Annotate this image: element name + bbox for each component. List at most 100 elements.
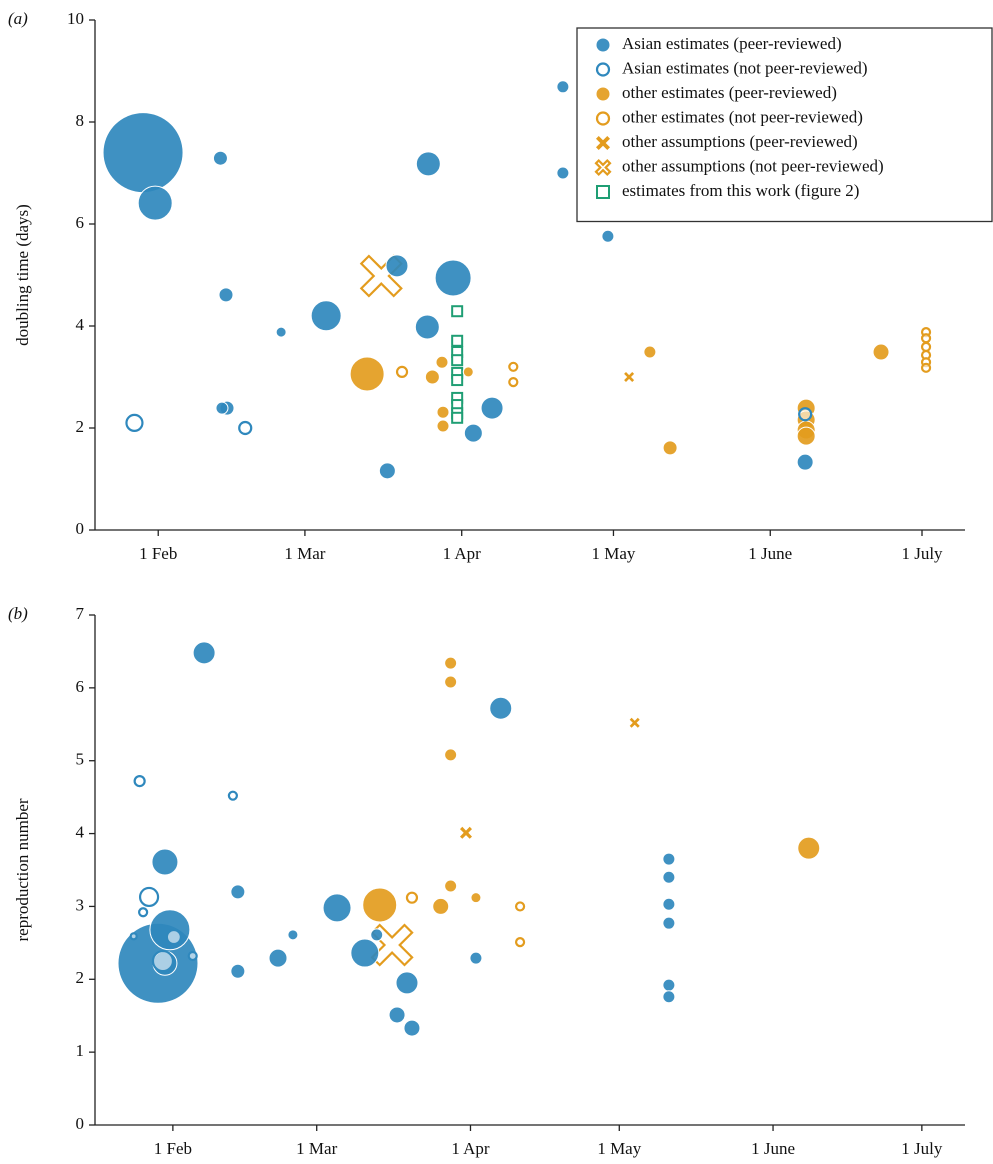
y-tick-label: 4 <box>76 315 85 334</box>
x-tick-label: 1 Apr <box>451 1139 490 1158</box>
data-point <box>414 314 440 340</box>
legend-marker <box>595 37 611 53</box>
x-tick-label: 1 May <box>591 544 635 563</box>
data-point <box>463 423 483 443</box>
x-tick-label: 1 Feb <box>139 544 177 563</box>
legend-label: other assumptions (peer-reviewed) <box>622 132 858 151</box>
data-point <box>556 166 570 180</box>
data-point <box>451 305 464 318</box>
data-point <box>451 354 464 367</box>
data-point <box>556 80 570 94</box>
data-point <box>514 901 526 912</box>
data-point <box>436 405 450 419</box>
legend-label: other assumptions (not peer-reviewed) <box>622 156 884 175</box>
data-point <box>129 932 138 941</box>
data-point <box>138 907 149 918</box>
y-axis-label: doubling time (days) <box>13 204 32 346</box>
data-point <box>920 362 932 373</box>
legend-box <box>576 27 993 223</box>
data-point <box>388 1006 406 1024</box>
data-point <box>451 374 464 387</box>
data-point <box>797 836 821 860</box>
data-point <box>405 891 419 904</box>
data-point <box>359 254 403 298</box>
y-tick-label: 2 <box>76 968 85 987</box>
data-point <box>489 696 513 720</box>
data-point <box>310 300 342 332</box>
data-point <box>444 675 458 689</box>
legend-marker <box>595 86 611 102</box>
data-point <box>137 185 173 221</box>
y-tick-label: 0 <box>76 519 85 538</box>
data-point <box>462 366 474 378</box>
data-point <box>151 848 179 876</box>
legend-label: other estimates (peer-reviewed) <box>622 83 837 102</box>
data-point <box>470 892 482 904</box>
data-point <box>238 420 253 436</box>
y-tick-label: 6 <box>76 213 85 232</box>
y-tick-label: 2 <box>76 417 85 436</box>
data-point <box>444 656 458 670</box>
y-axis-label: reproduction number <box>13 798 32 941</box>
data-point <box>662 440 678 456</box>
y-tick-label: 0 <box>76 1114 85 1133</box>
y-tick-label: 7 <box>76 604 85 623</box>
data-point <box>629 717 640 728</box>
data-point <box>662 978 676 992</box>
x-tick-label: 1 Feb <box>154 1139 192 1158</box>
y-tick-label: 3 <box>76 895 85 914</box>
x-tick-label: 1 July <box>901 544 943 563</box>
y-tick-label: 4 <box>76 822 85 841</box>
data-point <box>796 426 816 446</box>
data-point <box>275 326 287 338</box>
y-tick-label: 8 <box>76 111 85 130</box>
data-point <box>662 990 676 1004</box>
data-point <box>436 419 450 433</box>
legend-marker <box>595 111 611 126</box>
data-point <box>227 790 238 801</box>
data-point <box>624 372 635 382</box>
y-tick-label: 10 <box>67 9 84 28</box>
legend-marker <box>596 185 610 199</box>
data-point <box>444 879 458 893</box>
data-point <box>460 826 472 839</box>
data-point <box>432 897 450 915</box>
legend-label: estimates from this work (figure 2) <box>622 181 859 200</box>
data-point <box>444 748 458 762</box>
legend-marker <box>594 158 612 177</box>
x-tick-label: 1 Apr <box>443 544 482 563</box>
data-point <box>322 893 352 923</box>
x-tick-label: 1 July <box>901 1139 943 1158</box>
panel-label: (a) <box>8 9 28 28</box>
data-point <box>643 345 657 359</box>
x-tick-label: 1 May <box>597 1139 641 1158</box>
data-point <box>403 1019 421 1037</box>
y-tick-label: 1 <box>76 1041 85 1060</box>
data-point <box>920 333 932 344</box>
data-point <box>415 151 441 177</box>
data-point <box>662 870 676 884</box>
x-tick-label: 1 Mar <box>296 1139 337 1158</box>
data-point <box>187 950 198 962</box>
data-point <box>125 413 144 432</box>
data-point <box>451 411 464 424</box>
y-tick-label: 6 <box>76 677 85 696</box>
data-point <box>480 396 504 420</box>
data-point <box>798 407 813 422</box>
data-point <box>349 356 385 392</box>
data-point <box>662 916 676 930</box>
data-point <box>218 287 234 303</box>
data-point <box>138 886 160 908</box>
data-point <box>165 928 182 946</box>
x-tick-label: 1 June <box>751 1139 795 1158</box>
data-point <box>370 928 384 942</box>
data-point <box>385 254 409 278</box>
data-point <box>451 334 464 347</box>
x-tick-label: 1 Mar <box>284 544 325 563</box>
data-point <box>350 938 380 968</box>
data-point <box>362 887 398 923</box>
data-point <box>395 365 409 378</box>
data-point <box>469 951 483 965</box>
data-point <box>268 948 288 968</box>
